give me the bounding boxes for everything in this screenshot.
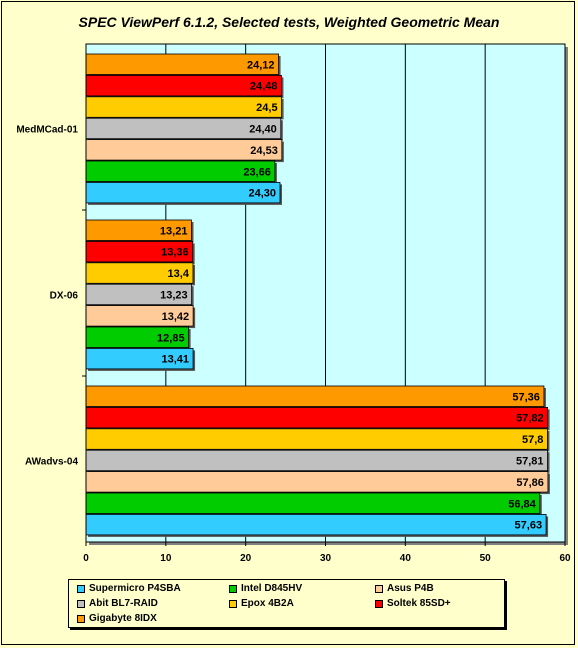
category-label: DX-06	[50, 290, 79, 301]
bar-value-label: 13,41	[162, 354, 190, 366]
bar-value-label: 24,30	[248, 188, 276, 200]
legend-label: Abit BL7-RAID	[89, 598, 158, 609]
bar	[85, 428, 548, 450]
x-tick-label: 30	[320, 553, 332, 564]
x-tick-label: 0	[83, 553, 89, 564]
x-tick-label: 60	[559, 553, 571, 564]
legend-label: Gigabyte 8IDX	[89, 613, 157, 624]
legend-item: Supermicro P4SBA	[77, 583, 181, 594]
chart-legend: Supermicro P4SBA Intel D845HV Asus P4B Abit…	[68, 579, 505, 628]
bar-value-label: 13,42	[162, 311, 190, 323]
legend-item: Asus P4B	[375, 583, 434, 594]
legend-item: Soltek 85SD+	[375, 598, 451, 609]
category-label: AWadvs-04	[25, 456, 78, 467]
legend-swatch	[375, 584, 383, 593]
bar-value-label: 13,4	[168, 268, 190, 280]
legend-label: Asus P4B	[387, 583, 434, 594]
bar-value-label: 57,8	[522, 434, 543, 446]
legend-swatch	[229, 584, 237, 593]
bar-value-label: 13,23	[160, 289, 188, 301]
bar-value-label: 57,36	[512, 391, 540, 403]
bar	[85, 514, 547, 536]
bar	[85, 449, 548, 472]
legend-item: Intel D845HV	[229, 583, 302, 594]
legend-swatch	[375, 599, 383, 608]
bar-value-label: 56,84	[508, 498, 536, 510]
bar	[85, 385, 545, 407]
bar	[85, 471, 549, 493]
bar-value-label: 13,21	[160, 225, 188, 237]
legend-label: Soltek 85SD+	[387, 598, 451, 609]
bar-value-label: 57,81	[516, 455, 544, 467]
x-tick-label: 50	[480, 553, 492, 564]
bar-value-label: 13,36	[161, 247, 189, 259]
bar	[85, 406, 548, 429]
bar-value-label: 24,5	[256, 102, 277, 114]
bar	[85, 492, 541, 514]
legend-item: Epox 4B2A	[229, 598, 294, 609]
chart-title: SPEC ViewPerf 6.1.2, Selected tests, Wei…	[78, 14, 500, 30]
x-tick-label: 20	[240, 553, 252, 564]
legend-label: Intel D845HV	[241, 583, 303, 594]
legend-item: Gigabyte 8IDX	[77, 613, 157, 624]
bar-value-label: 57,82	[516, 413, 544, 425]
bar-value-label: 57,86	[516, 477, 544, 489]
legend-swatch	[77, 614, 85, 623]
x-tick-label: 10	[160, 553, 172, 564]
bar	[85, 96, 282, 118]
category-label: MedMCad-01	[16, 124, 78, 135]
bar-value-label: 24,40	[249, 123, 277, 135]
bar-value-label: 23,66	[243, 166, 271, 178]
bar-value-label: 24,53	[250, 145, 278, 157]
x-tick-label: 40	[400, 553, 412, 564]
bar-value-label: 24,12	[247, 59, 275, 71]
bar-value-label: 57,63	[515, 520, 543, 532]
bar-value-label: 12,85	[157, 332, 185, 344]
bar-value-label: 24,48	[250, 81, 278, 93]
legend-swatch	[77, 584, 85, 593]
legend-label: Epox 4B2A	[241, 598, 294, 609]
legend-swatch	[77, 599, 85, 608]
legend-item: Abit BL7-RAID	[77, 598, 158, 609]
legend-swatch	[229, 599, 237, 608]
legend-label: Supermicro P4SBA	[89, 583, 181, 594]
